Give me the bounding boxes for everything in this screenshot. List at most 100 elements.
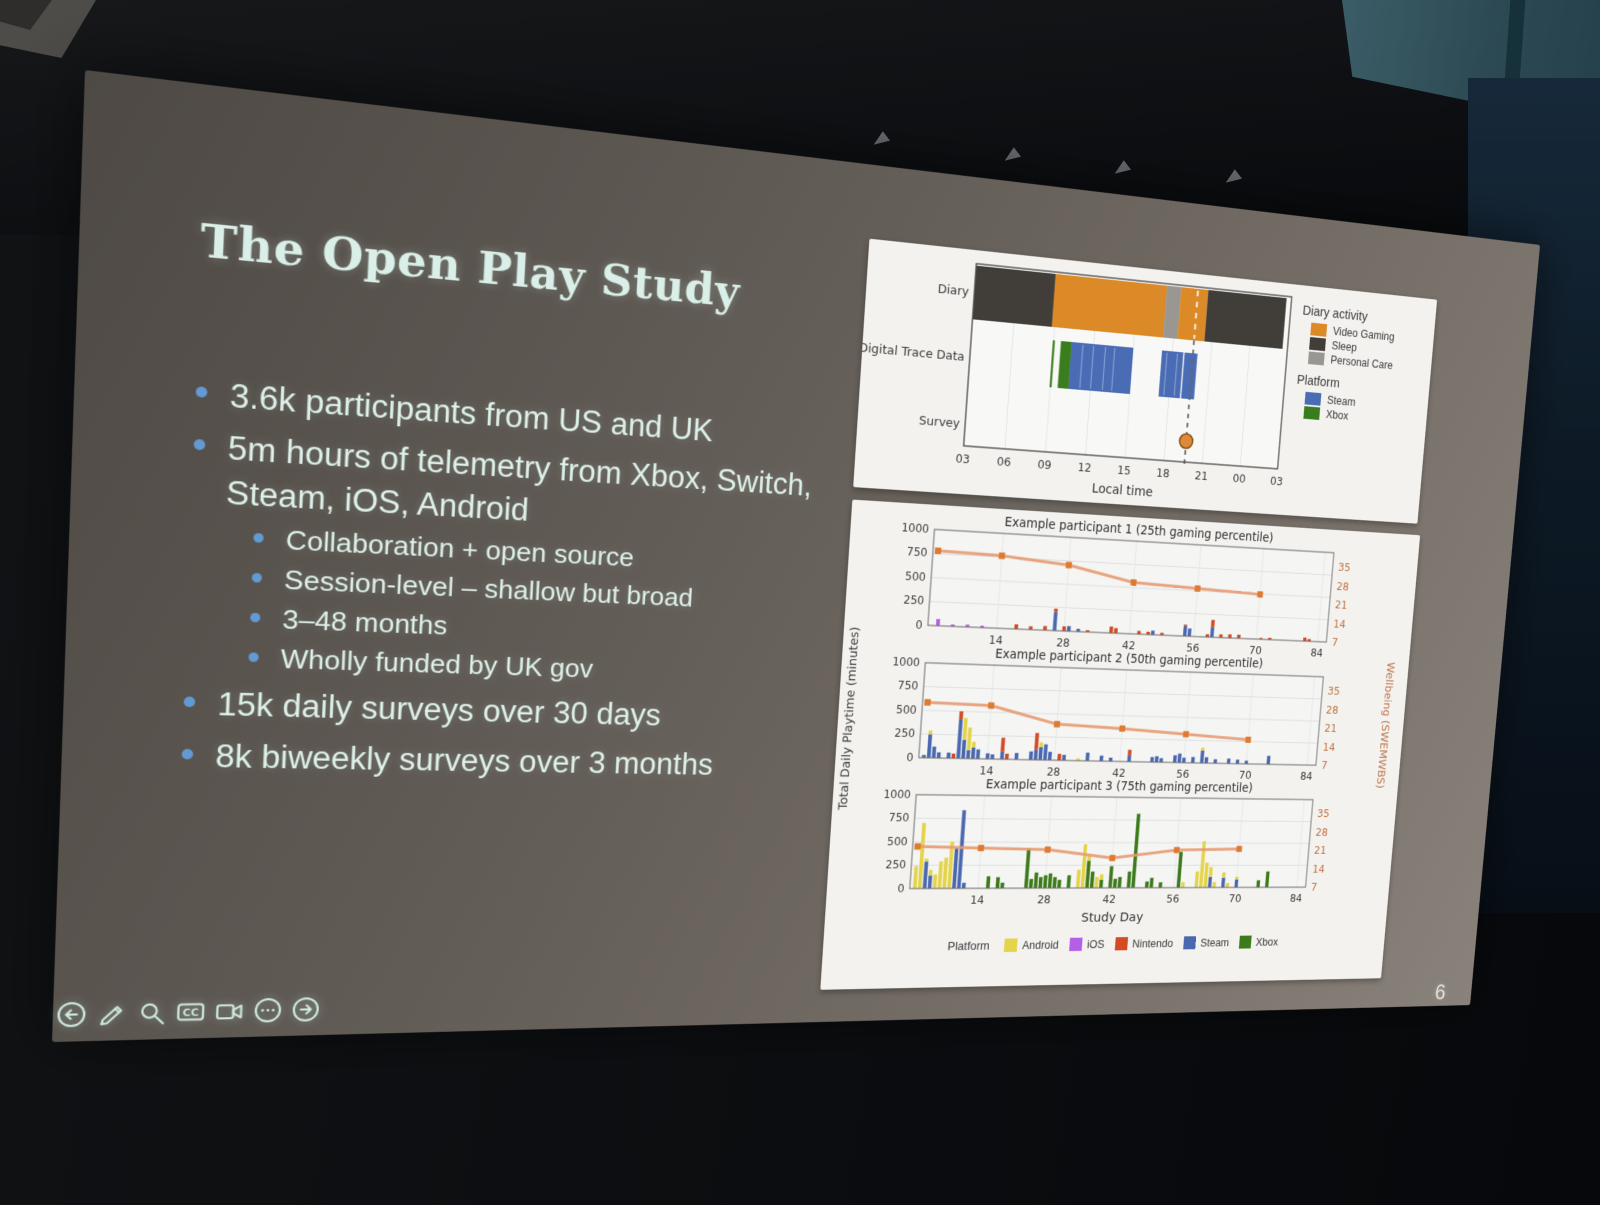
legend-label: Steam: [1199, 936, 1230, 949]
wellbeing-marker: [934, 547, 942, 555]
svg-text:15: 15: [1117, 464, 1131, 478]
legend-swatch: [1003, 938, 1018, 953]
legend-label: Xbox: [1325, 408, 1349, 423]
wellbeing-marker: [1044, 846, 1051, 853]
bullet-list: 3.6k participants from US and UK 5m hours…: [181, 364, 820, 787]
svg-text:250: 250: [894, 728, 915, 741]
svg-text:Local time: Local time: [1091, 481, 1153, 500]
legend-item: Xbox: [1238, 935, 1279, 949]
svg-text:84: 84: [1300, 770, 1313, 783]
slide-page-number: 6: [1433, 979, 1447, 1005]
svg-text:28: 28: [1325, 704, 1338, 717]
bullet-dot: [183, 696, 196, 708]
svg-text:0: 0: [915, 619, 923, 632]
svg-text:0: 0: [897, 883, 905, 895]
legend-swatch: [1303, 406, 1321, 420]
svg-text:35: 35: [1317, 808, 1330, 820]
survey-marker: [1179, 433, 1193, 449]
svg-text:14: 14: [988, 633, 1003, 647]
svg-text:28: 28: [1037, 893, 1051, 906]
wellbeing-marker: [1173, 846, 1180, 854]
wellbeing-marker: [1182, 731, 1190, 738]
legend-swatch: [1238, 935, 1252, 949]
legend-title: Platform: [947, 938, 991, 953]
slide-title: The Open Play Study: [199, 213, 742, 318]
legend-swatch: [1304, 391, 1322, 406]
legend-swatch: [1310, 322, 1328, 337]
more-icon[interactable]: [252, 996, 284, 1025]
svg-text:21: 21: [1324, 722, 1337, 735]
svg-text:0: 0: [906, 752, 914, 765]
svg-text:750: 750: [897, 680, 918, 693]
legend-label: Sleep: [1331, 339, 1358, 355]
svg-text:56: 56: [1186, 642, 1200, 655]
bullet-text: Wholly funded by UK gov: [280, 643, 594, 684]
svg-text:42: 42: [1122, 639, 1136, 653]
svg-text:500: 500: [887, 836, 908, 849]
participants-panel: 1000 750 500 250 0 35 28 21 14 7 14 28 42 56 70 84 Examp…: [820, 499, 1421, 990]
wellbeing-marker: [998, 552, 1006, 560]
svg-text:84: 84: [1310, 647, 1323, 660]
svg-text:7: 7: [1321, 759, 1328, 772]
zoom-icon[interactable]: [135, 998, 168, 1027]
svg-text:14: 14: [1312, 863, 1325, 875]
captions-icon[interactable]: CC: [175, 997, 207, 1026]
svg-text:28: 28: [1056, 636, 1071, 650]
svg-text:21: 21: [1194, 469, 1208, 483]
svg-text:06: 06: [996, 455, 1011, 470]
svg-text:Study Day: Study Day: [1081, 910, 1144, 926]
pen-icon[interactable]: [95, 999, 128, 1029]
wellbeing-marker: [1065, 561, 1073, 569]
camera-icon[interactable]: [214, 997, 246, 1026]
wellbeing-marker: [977, 844, 985, 852]
svg-text:750: 750: [888, 812, 909, 825]
wellbeing-marker: [914, 843, 921, 850]
legend-item: Nintendo: [1114, 937, 1174, 951]
svg-text:03: 03: [955, 452, 970, 467]
bullet-item: 15k daily surveys over 30 days: [183, 682, 801, 740]
svg-text:18: 18: [1156, 466, 1170, 480]
svg-text:750: 750: [906, 546, 928, 560]
bullet-dot: [181, 748, 194, 759]
svg-text:14: 14: [979, 764, 994, 777]
legend-swatch: [1307, 351, 1325, 366]
svg-text:21: 21: [1334, 599, 1347, 612]
svg-text:14: 14: [1333, 617, 1346, 630]
bullet-dot: [193, 439, 206, 451]
bullet-dot: [253, 533, 264, 544]
legend-swatch: [1114, 937, 1128, 951]
svg-text:21: 21: [1314, 844, 1327, 856]
wellbeing-marker: [1130, 579, 1137, 586]
bullet-item: 8k biweekly surveys over 3 months: [181, 734, 798, 787]
bullet-text: 15k daily surveys over 30 days: [216, 686, 662, 733]
back-icon[interactable]: [55, 1000, 88, 1030]
svg-text:56: 56: [1166, 893, 1180, 906]
svg-text:500: 500: [905, 570, 927, 584]
diary-timeline-chart: Diary Digital Trace Data Survey 03 06 09 12 15 1…: [858, 239, 1305, 500]
wellbeing-marker: [1245, 736, 1252, 743]
wellbeing-marker: [1109, 854, 1116, 862]
bullet-text: 3–48 months: [281, 603, 449, 642]
svg-text:Example participant 3 (75th ga: Example participant 3 (75th gaming perce…: [985, 777, 1253, 795]
svg-text:Wellbeing (SWEMWBS): Wellbeing (SWEMWBS): [1374, 662, 1397, 789]
forward-icon[interactable]: [290, 995, 321, 1024]
svg-text:28: 28: [1315, 826, 1328, 838]
svg-text:42: 42: [1102, 893, 1116, 906]
svg-text:84: 84: [1289, 892, 1302, 904]
svg-text:250: 250: [885, 859, 906, 872]
bullet-dot: [251, 573, 263, 584]
bullet-dot: [195, 386, 208, 398]
wellbeing-marker: [1236, 845, 1243, 852]
svg-text:42: 42: [1112, 767, 1126, 780]
svg-text:1000: 1000: [901, 522, 929, 536]
svg-text:70: 70: [1249, 644, 1263, 657]
legend-item: Steam: [1183, 936, 1230, 950]
svg-text:1000: 1000: [892, 656, 920, 670]
svg-text:28: 28: [1046, 766, 1060, 779]
svg-text:7: 7: [1310, 881, 1317, 893]
diary-legend: Diary activity Video Gaming Sleep Personal …: [1294, 304, 1434, 431]
legend-label: iOS: [1086, 937, 1105, 951]
legend-label: Xbox: [1255, 935, 1279, 948]
